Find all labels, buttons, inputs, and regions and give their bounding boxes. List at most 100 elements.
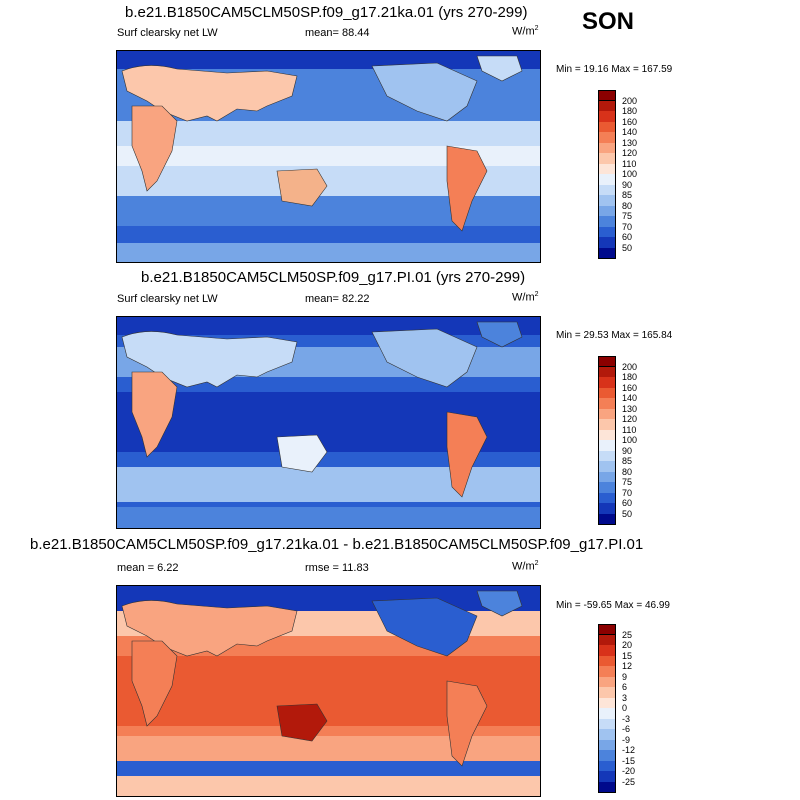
panel-1-min-value: 19.16	[583, 64, 609, 75]
colorbar-tick-label: 0	[622, 703, 628, 713]
colorbar-swatch	[598, 247, 616, 259]
panel-2-mean-label: mean=	[305, 293, 339, 305]
colorbar-tick-label: 140	[622, 127, 638, 137]
colorbar-tick-label: 130	[622, 403, 638, 414]
colorbar-tick-label: 75	[622, 477, 633, 487]
panel-1-variable: Surf clearsky net LW	[117, 27, 218, 39]
panel-3-minmax: Min = -59.65 Max = 46.99	[556, 600, 670, 611]
colorbar-tick-label: -25	[622, 776, 636, 787]
panel-1-max-label: Max =	[611, 64, 639, 75]
colorbar-tick-label: 120	[622, 414, 638, 424]
map-equator-band	[117, 146, 540, 166]
panel-2-max-value: 165.84	[641, 330, 673, 341]
panel-2-mean-value: 82.22	[342, 293, 370, 305]
colorbar-tick-label: 80	[622, 200, 633, 211]
colorbar-tick-label: 70	[622, 221, 633, 232]
colorbar-tick-label: 200	[622, 361, 638, 372]
colorbar-tick-label: 90	[622, 179, 633, 190]
map-north-america	[371, 597, 478, 657]
colorbar-tick-label: 3	[622, 692, 628, 703]
panel-3-units-text: W/m	[512, 560, 535, 573]
map-antarctic-band	[117, 507, 540, 528]
map-eurasia	[121, 331, 298, 388]
colorbar-tick-label: 12	[622, 661, 633, 671]
panel-1-mean-label: mean=	[305, 27, 339, 39]
panel-1-max-value: 167.59	[641, 64, 673, 75]
colorbar-tick-label: -9	[622, 734, 631, 745]
panel-1-title: b.e21.B1850CAM5CLM50SP.f09_g17.21ka.01 (…	[125, 4, 528, 21]
colorbar-tick-label: -20	[622, 766, 636, 776]
colorbar-swatch	[598, 513, 616, 525]
colorbar-tick-label: 130	[622, 137, 638, 148]
colorbar-tick-label: 80	[622, 466, 633, 477]
panel-1-colorbar: 200 180 160 140 130 120 110 100 90 85 80 75 70 60 50	[598, 90, 637, 259]
colorbar-tick-label: 15	[622, 650, 633, 661]
colorbar-swatch	[598, 90, 616, 101]
colorbar-tick-label: 60	[622, 498, 633, 508]
panel-2-min-value: 29.53	[583, 330, 609, 341]
colorbar-tick-label: 20	[622, 640, 633, 650]
panel-3-units: W/m2	[512, 560, 539, 573]
panel-3-map-svg	[117, 586, 540, 796]
colorbar-tick-label: 85	[622, 456, 633, 466]
map-africa	[131, 640, 178, 727]
map-australia	[276, 168, 328, 207]
panel-2-min-label: Min =	[556, 330, 581, 341]
colorbar-tick-label: 200	[622, 95, 638, 106]
panel-2-minmax: Min = 29.53 Max = 165.84	[556, 330, 672, 341]
panel-1-units: W/m2	[512, 25, 539, 38]
map-arctic-band	[117, 317, 540, 335]
panel-3-units-sup: 2	[534, 560, 539, 567]
colorbar-tick-label: 50	[622, 242, 633, 253]
map-australia	[276, 703, 328, 742]
panel-2-units-sup: 2	[534, 291, 539, 298]
panel-2-units-text: W/m	[512, 291, 535, 304]
map-south-america	[446, 145, 488, 232]
colorbar-tick-label: 50	[622, 508, 633, 519]
panel-1-mean: mean= 88.44	[305, 27, 370, 39]
colorbar-tick-label: 100	[622, 435, 638, 445]
colorbar-tick-label: 60	[622, 232, 633, 242]
map-greenland	[476, 55, 523, 82]
map-antarctic-band	[117, 243, 540, 262]
panel-3-max-value: 46.99	[644, 600, 670, 611]
panel-2-title: b.e21.B1850CAM5CLM50SP.f09_g17.PI.01 (yr…	[141, 269, 526, 286]
panel-3-rmse-label: rmse =	[305, 562, 339, 574]
colorbar-tick-label: -6	[622, 724, 631, 734]
panel-1-minmax: Min = 19.16 Max = 167.59	[556, 64, 672, 75]
map-southern-band	[117, 736, 540, 761]
season-label: SON	[582, 8, 635, 35]
panel-3-title: b.e21.B1850CAM5CLM50SP.f09_g17.21ka.01 -…	[30, 536, 644, 553]
colorbar-tick-label: 6	[622, 682, 628, 692]
colorbar-tick-label: -12	[622, 745, 636, 755]
colorbar-tick-label: 100	[622, 169, 638, 179]
panel-3-max-label: Max =	[614, 600, 643, 611]
colorbar-tick-label: 9	[622, 671, 628, 682]
map-north-america	[371, 328, 478, 388]
panel-1-mean-value: 88.44	[342, 27, 370, 39]
colorbar-tick-label: 110	[622, 424, 637, 435]
colorbar-tick-label: 180	[622, 106, 638, 116]
panel-1-units-text: W/m	[512, 25, 535, 38]
colorbar-tick-label: 85	[622, 190, 633, 200]
map-subantarctic-band	[117, 761, 540, 776]
map-southern-band	[117, 467, 540, 502]
map-eurasia	[121, 65, 298, 122]
map-arctic-band	[117, 51, 540, 69]
panel-3-mean-label: mean =	[117, 562, 154, 574]
panel-2-variable: Surf clearsky net LW	[117, 293, 218, 305]
map-africa	[131, 105, 178, 192]
panel-2-max-label: Max =	[611, 330, 639, 341]
colorbar-tick-label: 90	[622, 445, 633, 456]
panel-3-colorbar: 25 20 15 12 9 6 3 0 -3 -6 -9 -12 -15 -20 -25	[598, 624, 635, 793]
colorbar-tick-label: 160	[622, 382, 638, 393]
colorbar-tick-label: 120	[622, 148, 638, 158]
colorbar-tick-label: 75	[622, 211, 633, 221]
colorbar-tick-label: 160	[622, 116, 638, 127]
map-australia	[276, 434, 328, 473]
colorbar-tick-label: 25	[622, 629, 633, 640]
panel-3-mean-value: 6.22	[157, 562, 179, 574]
colorbar-tick-label: 180	[622, 372, 638, 382]
map-south-america	[446, 680, 488, 767]
panel-3-rmse-value: 11.83	[342, 562, 369, 574]
